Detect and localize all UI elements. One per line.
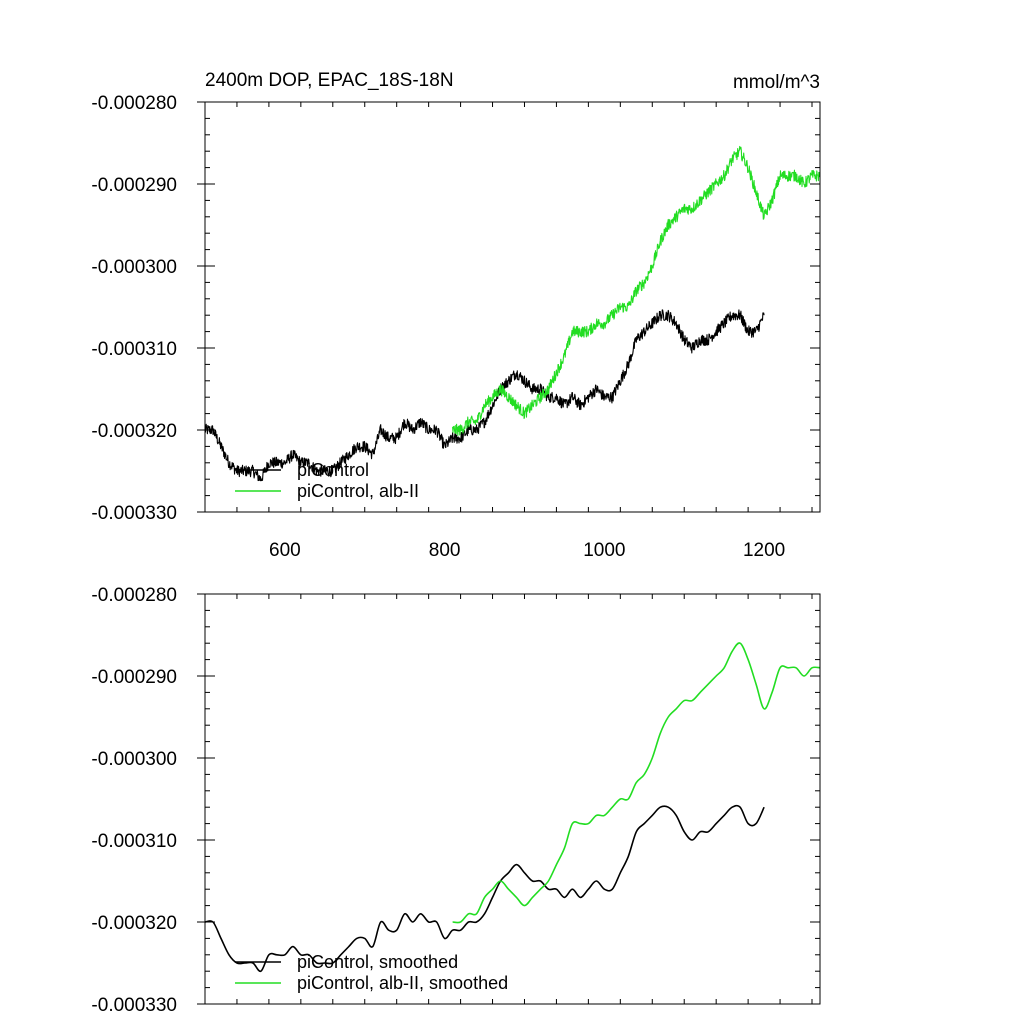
panel-bottom-ytick-label: -0.000310 [91, 831, 177, 852]
panel-top-series-line-1 [452, 145, 820, 437]
panel-bottom-ytick-label: -0.000330 [91, 995, 177, 1016]
panel-bottom-ytick-label: -0.000320 [91, 913, 177, 934]
panel-top-xtick-label: 1200 [743, 540, 785, 561]
panel-bottom-legend-label: piControl, alb-II, smoothed [297, 973, 508, 993]
panel-top: -0.000280 -0.000290 -0.000300 -0.000310 -0.0… [91, 70, 821, 561]
panel-top-frame [204, 101, 821, 513]
panel-top-xtick-label: 1000 [583, 540, 625, 561]
panel-top-xtick-label: 800 [429, 540, 461, 561]
panel-bottom-legend-label: piControl, smoothed [297, 952, 458, 972]
panel-top-ytick-label: -0.000330 [91, 503, 177, 524]
panel-top-units: mmol/m^3 [733, 72, 820, 93]
panel-top-xtick-label: 600 [269, 540, 301, 561]
panel-bottom: -0.000280 -0.000290 -0.000300 -0.000310 -0.0… [91, 585, 821, 1016]
panel-top-ytick-label: -0.000310 [91, 339, 177, 360]
panel-bottom-series-line-1 [452, 642, 820, 924]
panel-top-ytick-label: -0.000320 [91, 421, 177, 442]
panel-top-ytick-label: -0.000280 [91, 93, 177, 114]
panel-top-legend-label: piControl, alb-II [297, 481, 419, 501]
panel-top-title: 2400m DOP, EPAC_18S-18N [205, 70, 454, 91]
panel-bottom-frame [204, 593, 821, 1005]
panel-top-series-line-0 [205, 309, 765, 482]
panel-top-ytick-label: -0.000290 [91, 175, 177, 196]
panel-top-ytick-label: -0.000300 [91, 257, 177, 278]
panel-bottom-series-line-0 [205, 804, 765, 973]
panel-bottom-ytick-label: -0.000280 [91, 585, 177, 606]
panel-bottom-ytick-label: -0.000300 [91, 749, 177, 770]
panel-bottom-ytick-label: -0.000290 [91, 667, 177, 688]
panel-top-legend-label: piControl [297, 460, 369, 480]
